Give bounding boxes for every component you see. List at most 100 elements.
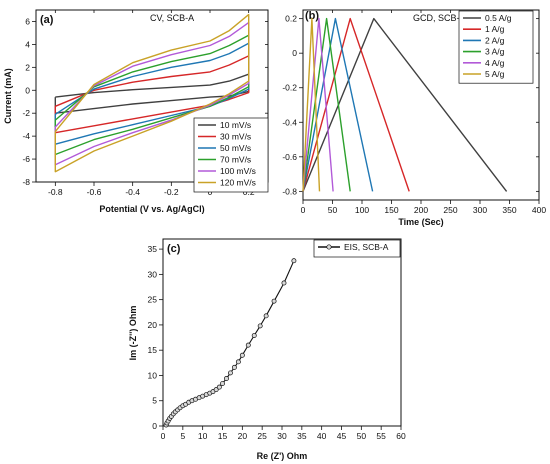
y-tick-label: 4 [25,39,30,49]
legend-label: EIS, SCB-A [344,242,389,252]
panel-c-ticks: 0 5 10 15 20 25 30 35 40 45 50 55 60 0 5 10 15 20 25 30 35 [148,244,406,441]
y-tick-label: 20 [148,320,158,330]
legend-label: 3 A/g [485,47,505,57]
legend-box [458,10,534,84]
x-tick-label: 0 [301,205,306,215]
panel-c-xlabel: Re (Z') Ohm [257,451,308,461]
x-tick-label: -0.4 [125,187,140,197]
panel-c-label: (c) [167,243,181,255]
legend-label: 10 mV/s [220,120,251,130]
y-tick-label: -8 [22,177,30,187]
x-tick-label: 50 [328,205,338,215]
data-point [263,313,269,319]
legend-label: 100 mV/s [220,166,256,176]
series-line [54,42,250,145]
y-tick-label: 6 [25,16,30,26]
data-point [257,323,263,329]
y-tick-label: -0.4 [282,117,297,127]
data-point [231,364,237,370]
legend-label: 50 mV/s [220,143,251,153]
series-line [54,34,250,156]
series-line [302,17,508,192]
panel-a-series [54,13,250,173]
panel-b-label: (b) [305,10,319,22]
series-line [302,17,321,192]
x-tick-label: 15 [218,431,228,441]
x-tick-label: 30 [277,431,287,441]
legend-label: 30 mV/s [220,132,251,142]
legend-label: 5 A/g [485,69,505,79]
x-tick-label: 60 [396,431,406,441]
legend-box [313,239,401,258]
x-tick-label: 50 [357,431,367,441]
panel-c-ylabel: Im (-Z'') Ohm [128,306,138,361]
x-tick-label: -0.8 [48,187,63,197]
panel-a-ylabel: Current (mA) [3,68,13,124]
panel-a-xlabel: Potential (V vs. Ag/AgCl) [99,204,204,214]
x-tick-label: 250 [443,205,457,215]
x-tick-label: 5 [180,431,185,441]
y-tick-label: 15 [148,345,158,355]
x-tick-label: 20 [238,431,248,441]
y-tick-label: 0.2 [285,14,297,24]
y-tick-label: -0.8 [282,186,297,196]
y-tick-label: -0.6 [282,152,297,162]
x-tick-label: 350 [502,205,516,215]
y-tick-label: 0 [292,48,297,58]
panel-b-title: GCD, SCB-A [413,13,466,23]
y-tick-label: 25 [148,295,158,305]
data-point [239,352,245,358]
panel-a-cv: (a) CV, SCB-A Potential (V vs. Ag/AgCl) … [3,9,269,214]
legend-label: 0.5 A/g [485,13,512,23]
panel-b-series [302,17,508,192]
legend-marker [326,244,332,250]
series-line [54,21,250,166]
x-tick-label: 150 [384,205,398,215]
legend-label: 4 A/g [485,58,505,68]
panel-a-title: CV, SCB-A [150,13,194,23]
x-tick-label: 45 [337,431,347,441]
legend-label: 70 mV/s [220,155,251,165]
series-line [165,260,295,426]
legend-label: 1 A/g [485,24,505,34]
series-line [54,55,250,134]
data-point [281,280,287,286]
panel-b-ticks: 0 50 100 150 200 250 300 350 400 -0.8 -0.6 -0.4 -0.2… [282,10,546,215]
data-point [220,381,225,386]
data-point [216,384,222,390]
data-point [227,370,233,376]
legend-box [193,117,269,193]
series-line [302,17,374,192]
y-tick-label: 30 [148,269,158,279]
data-point [251,333,257,338]
data-point [213,387,219,393]
y-tick-label: 35 [148,244,158,254]
y-tick-label: 2 [25,62,30,72]
panel-a-frame [35,9,269,183]
x-tick-label: 0 [161,431,166,441]
y-tick-label: -6 [22,154,30,164]
panel-c-series [163,258,297,428]
x-tick-label: 35 [297,431,307,441]
data-point [291,258,297,264]
data-point [224,376,229,381]
panel-b-gcd: (b) GCD, SCB-A Time (Sec) 0 50 100 150 200 25… [282,9,546,227]
series-line [302,17,334,192]
series-line [302,17,410,192]
x-tick-label: 40 [317,431,327,441]
y-tick-label: 5 [152,396,157,406]
panel-a-label: (a) [40,14,54,26]
data-point [235,359,241,365]
legend-label: 120 mV/s [220,178,256,188]
y-tick-label: 0 [25,85,30,95]
x-tick-label: 100 [355,205,369,215]
x-tick-label: -0.6 [87,187,102,197]
legend-label: 2 A/g [485,35,505,45]
series-line [54,13,250,173]
x-tick-label: 10 [198,431,208,441]
panel-b-legend: 0.5 A/g1 A/g2 A/g 3 A/g4 A/g5 A/g [458,10,534,84]
y-tick-label: 0 [152,421,157,431]
x-tick-label: 200 [414,205,428,215]
